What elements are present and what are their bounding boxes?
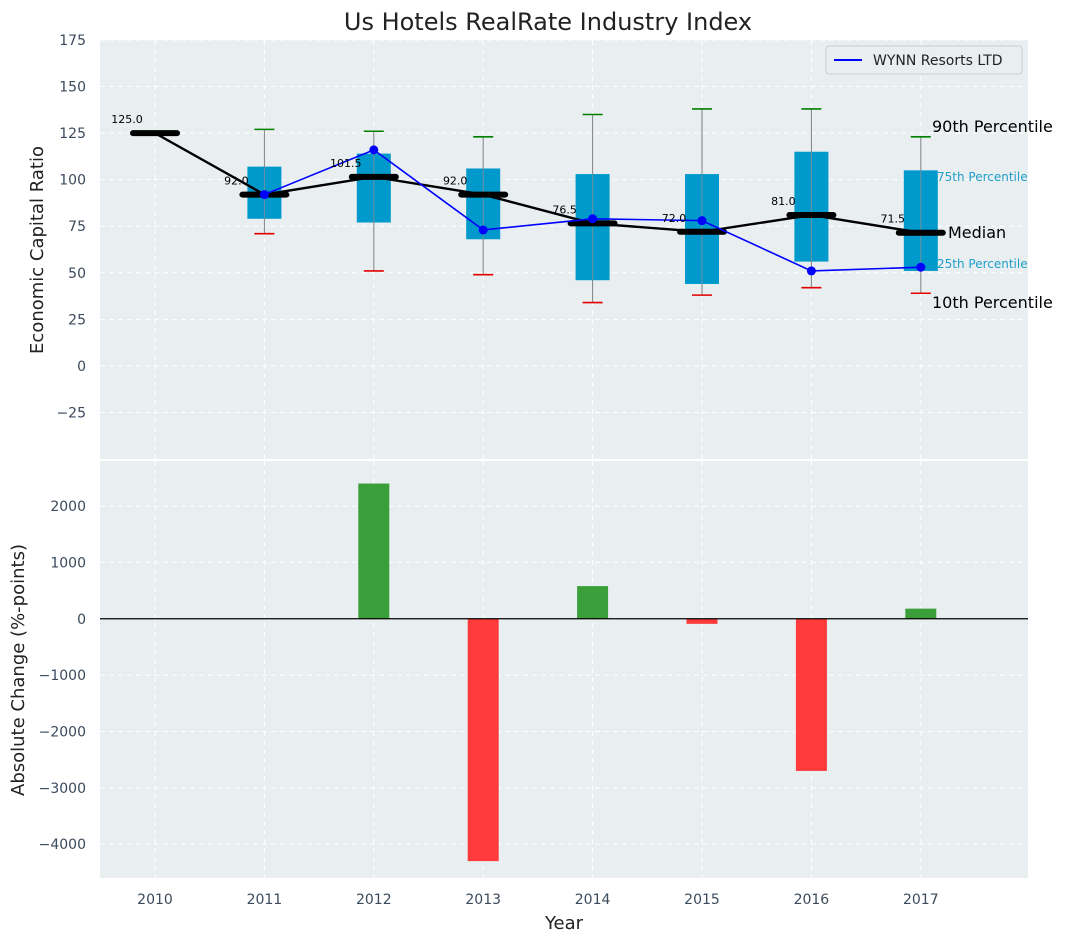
median-label-2016: 81.0: [771, 195, 796, 208]
annotation-p90: 90th Percentile: [932, 117, 1053, 136]
median-label-2013: 92.0: [443, 175, 468, 188]
top-panel-background: [100, 40, 1028, 459]
top-y-tick-labels: −25 0 25 50 75 100 125 150 175: [56, 33, 86, 421]
legend-entry-label: WYNN Resorts LTD: [873, 53, 1003, 69]
top-y-tick-label: 0: [77, 359, 86, 375]
median-label-2011: 92.0: [224, 175, 249, 188]
bottom-y-tick-label: 2000: [50, 499, 86, 515]
legend: WYNN Resorts LTD: [825, 45, 1023, 75]
bottom-y-tick-label: −1000: [39, 668, 86, 684]
series-point-2014: [588, 214, 598, 224]
series-point-2017: [916, 262, 926, 272]
bottom-y-tick-label: 1000: [50, 555, 86, 571]
series-point-2016: [806, 266, 816, 276]
bottom-y-tick-label: −2000: [39, 724, 86, 740]
bar-2012: [358, 483, 390, 619]
top-y-axis-label: Economic Capital Ratio: [27, 146, 48, 354]
bottom-y-tick-labels: −4000 −3000 −2000 −1000 0 1000 2000: [39, 499, 86, 853]
x-tick-label-2014: 2014: [575, 892, 611, 908]
top-y-tick-label: 25: [68, 312, 86, 328]
top-y-tick-label: 150: [59, 80, 86, 96]
median-label-2010: 125.0: [111, 113, 143, 126]
top-y-tick-label: 100: [59, 173, 86, 189]
annotation-p75: 75th Percentile: [937, 170, 1028, 184]
median-value-labels: 125.0 92.0 101.5 92.0 76.5 72.0 81.0 71.5: [111, 113, 905, 226]
bottom-panel-background: [100, 461, 1028, 878]
top-y-tick-label: 50: [68, 266, 86, 282]
series-point-2013: [478, 225, 488, 235]
bottom-gridlines: [100, 461, 1028, 878]
median-label-2014: 76.5: [552, 203, 577, 216]
series-point-2015: [697, 216, 707, 226]
bottom-y-tick-label: −4000: [39, 837, 86, 853]
bottom-y-tick-label: −3000: [39, 781, 86, 797]
median-label-2017: 71.5: [881, 213, 906, 226]
top-y-tick-label: −25: [56, 405, 86, 421]
series-point-2011: [259, 190, 269, 200]
x-tick-label-2010: 2010: [137, 892, 173, 908]
annotation-p25: 25th Percentile: [937, 257, 1028, 271]
bottom-y-tick-label: 0: [77, 612, 86, 628]
annotation-p10: 10th Percentile: [932, 293, 1053, 312]
x-tick-label-2015: 2015: [684, 892, 720, 908]
median-label-2012: 101.5: [330, 157, 362, 170]
x-tick-label-2017: 2017: [903, 892, 939, 908]
bar-2015: [686, 618, 718, 624]
bar-2016: [795, 618, 827, 771]
x-tick-labels: 2010 2011 2012 2013 2014 2015 2016 2017: [137, 892, 938, 908]
top-y-tick-label: 75: [68, 219, 86, 235]
series-line: [259, 145, 926, 276]
x-tick-label-2012: 2012: [356, 892, 392, 908]
bar-2014: [577, 586, 609, 619]
x-tick-label-2013: 2013: [465, 892, 501, 908]
x-tick-label-2011: 2011: [247, 892, 283, 908]
series-point-2012: [369, 145, 379, 155]
median-label-2015: 72.0: [662, 212, 687, 225]
bottom-y-axis-label: Absolute Change (%-points): [8, 544, 29, 796]
bar-2013: [467, 618, 499, 862]
bar-2017: [905, 608, 937, 619]
top-y-tick-label: 125: [59, 126, 86, 142]
top-y-tick-label: 175: [59, 33, 86, 49]
chart-title: Us Hotels RealRate Industry Index: [344, 8, 752, 36]
change-bars: [358, 483, 937, 862]
x-tick-label-2016: 2016: [794, 892, 830, 908]
annotation-median: Median: [948, 223, 1006, 242]
x-axis-label: Year: [544, 913, 584, 934]
legend-frame: [825, 45, 1023, 75]
top-panel: −25 0 25 50 75 100 125 150 175 125.0 92.0 101.5 92.…: [27, 33, 1053, 459]
